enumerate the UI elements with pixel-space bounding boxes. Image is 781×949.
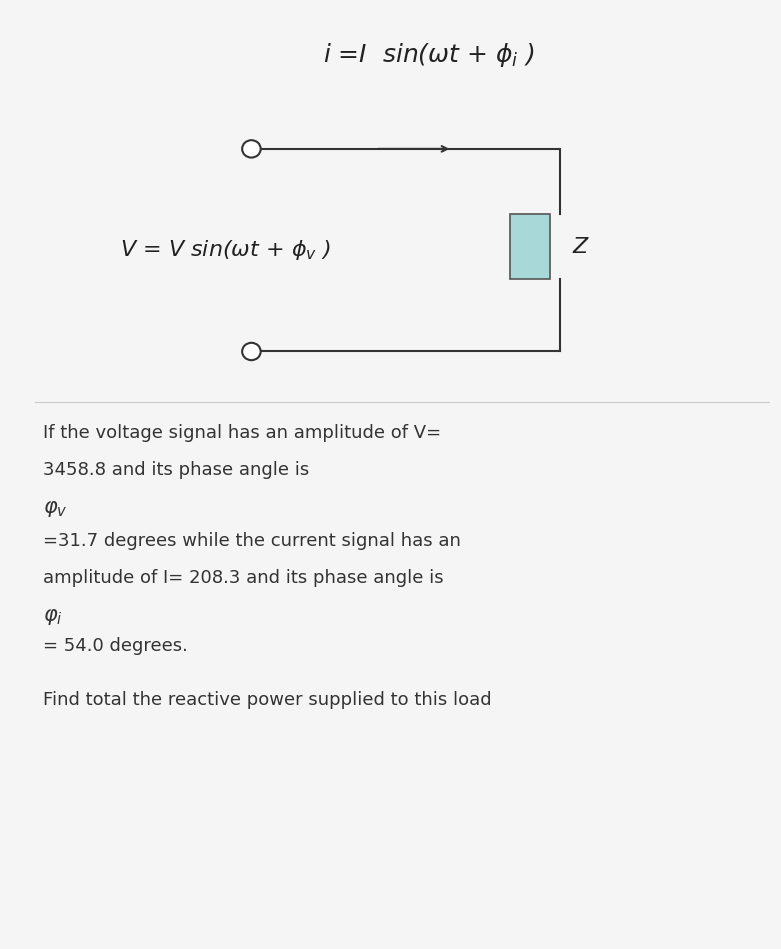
Text: $\varphi_i$: $\varphi_i$: [43, 607, 62, 627]
Text: $i$ =I  sin($\omega t$ + $\phi_i$ ): $i$ =I sin($\omega t$ + $\phi_i$ ): [323, 41, 535, 69]
Bar: [510, 214, 551, 279]
Text: If the voltage signal has an amplitude of V=: If the voltage signal has an amplitude o…: [43, 424, 441, 442]
Text: amplitude of I= 208.3 and its phase angle is: amplitude of I= 208.3 and its phase angl…: [43, 569, 444, 587]
Text: $\varphi_v$: $\varphi_v$: [43, 499, 67, 519]
Circle shape: [242, 343, 261, 361]
Text: Z: Z: [572, 236, 587, 256]
Text: $V$ = V sin($\omega t$ + $\phi_v$ ): $V$ = V sin($\omega t$ + $\phi_v$ ): [120, 238, 331, 262]
Text: Find total the reactive power supplied to this load: Find total the reactive power supplied t…: [43, 691, 491, 709]
Circle shape: [242, 140, 261, 158]
Text: 3458.8 and its phase angle is: 3458.8 and its phase angle is: [43, 461, 309, 479]
Text: =31.7 degrees while the current signal has an: =31.7 degrees while the current signal h…: [43, 531, 461, 549]
Text: = 54.0 degrees.: = 54.0 degrees.: [43, 638, 187, 656]
